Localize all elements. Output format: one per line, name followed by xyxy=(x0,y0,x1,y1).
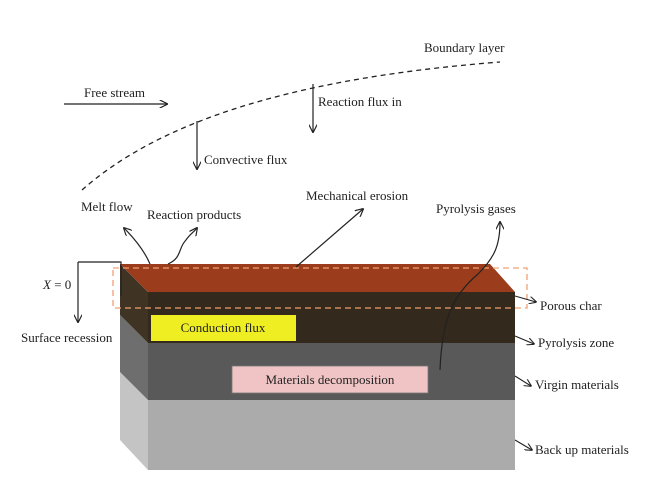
pyrolysis-zone-label: Pyrolysis zone xyxy=(538,335,614,350)
melt-flow-arrow xyxy=(124,228,151,265)
virgin-materials-pointer xyxy=(514,375,531,386)
materials-decomposition-label: Materials decomposition xyxy=(266,372,395,387)
pyrolysis-gases-label: Pyrolysis gases xyxy=(436,201,516,216)
top-surface xyxy=(120,264,515,292)
reaction-products-label: Reaction products xyxy=(147,207,241,222)
porous-char-pointer xyxy=(514,295,536,302)
back-up-materials-side xyxy=(120,372,148,470)
conduction-flux-label: Conduction flux xyxy=(181,320,266,335)
virgin-materials-label: Virgin materials xyxy=(535,377,619,392)
virgin-materials-side xyxy=(120,315,148,400)
mechanical-erosion-arrow xyxy=(295,209,363,268)
porous-char-side xyxy=(120,264,148,343)
back-up-materials-pointer xyxy=(514,439,532,450)
back-up-materials-label: Back up materials xyxy=(535,442,629,457)
reaction-products-arrow xyxy=(167,228,197,265)
conduction-flux-box xyxy=(151,315,296,341)
melt-flow-label: Melt flow xyxy=(81,199,133,214)
free-stream-label: Free stream xyxy=(84,85,145,100)
mechanical-erosion-label: Mechanical erosion xyxy=(306,188,409,203)
x-equals-zero-label: X = 0 xyxy=(42,277,71,292)
reaction-flux-in-label: Reaction flux in xyxy=(318,94,402,109)
convective-flux-label: Convective flux xyxy=(204,152,288,167)
x0-bracket xyxy=(78,261,122,296)
back-up-materials-layer xyxy=(148,400,515,470)
boundary-layer-curve xyxy=(81,61,501,191)
porous-char-outline xyxy=(112,267,528,309)
pyrolysis-gases-arrow xyxy=(439,222,500,371)
surface-recession-label: Surface recession xyxy=(21,330,113,345)
materials-decomposition-box xyxy=(231,365,429,394)
porous-char-label: Porous char xyxy=(540,298,602,313)
pyrolysis-zone-pointer xyxy=(514,335,534,344)
boundary-layer-label: Boundary layer xyxy=(424,40,505,55)
